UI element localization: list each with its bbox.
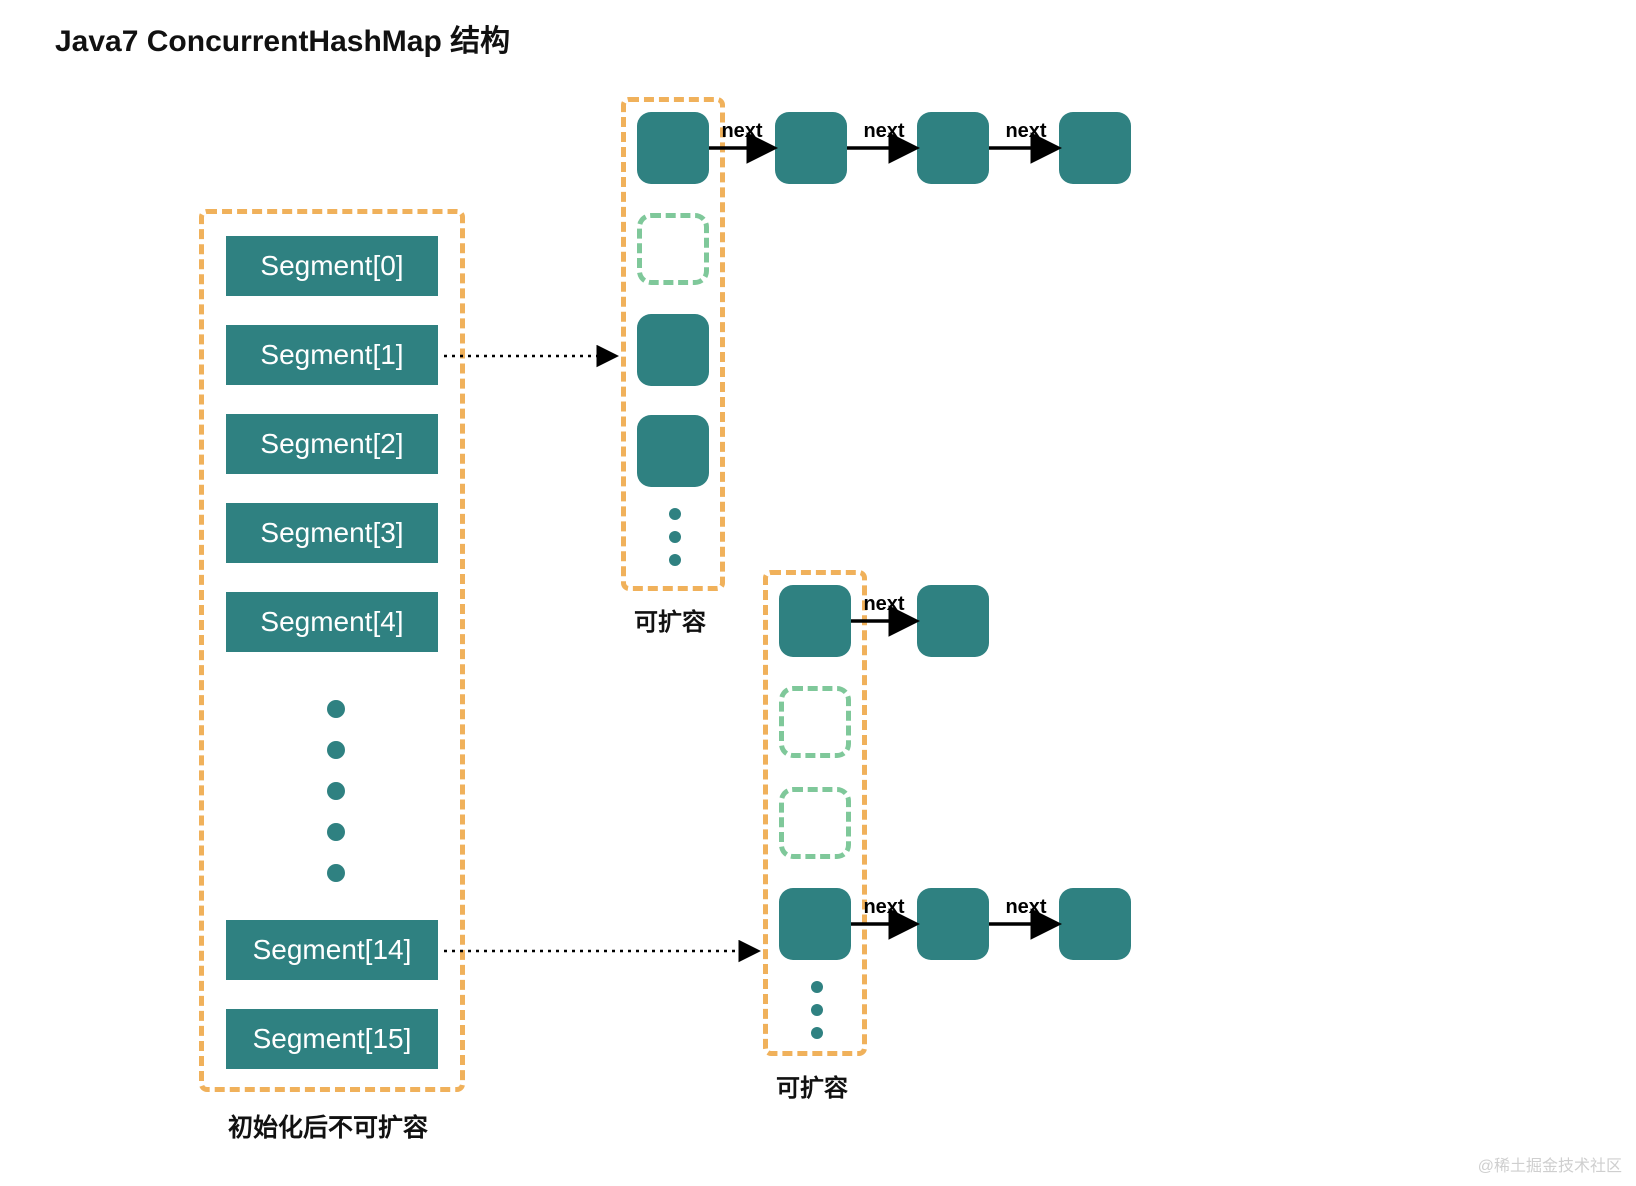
ellipsis-dot — [669, 508, 681, 520]
ellipsis-dot — [327, 782, 345, 800]
segment-5: Segment[14] — [226, 920, 438, 980]
ellipsis-dot — [327, 864, 345, 882]
b2-empty-node-2 — [779, 787, 851, 859]
next-label: next — [998, 120, 1054, 143]
next-label: next — [998, 896, 1054, 919]
chain3-node-1 — [1059, 888, 1131, 960]
chain1-node-0 — [775, 112, 847, 184]
segment-caption: 初始化后不可扩容 — [228, 1108, 428, 1144]
next-label: next — [856, 593, 912, 616]
segment-3: Segment[3] — [226, 503, 438, 563]
chain1-node-2 — [1059, 112, 1131, 184]
b2-empty-node-1 — [779, 686, 851, 758]
b1-empty-node-1 — [637, 213, 709, 285]
ellipsis-dot — [811, 1004, 823, 1016]
diagram-canvas: Java7 ConcurrentHashMap 结构 Segment[0] Seg… — [0, 0, 1636, 1186]
b2-node-3 — [779, 888, 851, 960]
diagram-title: Java7 ConcurrentHashMap 结构 — [55, 16, 510, 60]
ellipsis-dot — [811, 1027, 823, 1039]
next-label: next — [856, 120, 912, 143]
ellipsis-dot — [327, 700, 345, 718]
ellipsis-dot — [327, 823, 345, 841]
ellipsis-dot — [811, 981, 823, 993]
bucket2-caption: 可扩容 — [776, 1068, 848, 1103]
segment-6: Segment[15] — [226, 1009, 438, 1069]
segment-0: Segment[0] — [226, 236, 438, 296]
b2-node-0 — [779, 585, 851, 657]
segment-1: Segment[1] — [226, 325, 438, 385]
ellipsis-dot — [669, 531, 681, 543]
segment-4: Segment[4] — [226, 592, 438, 652]
chain2-node-0 — [917, 585, 989, 657]
ellipsis-dot — [327, 741, 345, 759]
b1-node-0 — [637, 112, 709, 184]
b1-node-3 — [637, 415, 709, 487]
chain1-node-1 — [917, 112, 989, 184]
next-label: next — [714, 120, 770, 143]
next-label: next — [856, 896, 912, 919]
segment-2: Segment[2] — [226, 414, 438, 474]
b1-node-2 — [637, 314, 709, 386]
ellipsis-dot — [669, 554, 681, 566]
watermark: @稀土掘金技术社区 — [1478, 1152, 1622, 1176]
chain3-node-0 — [917, 888, 989, 960]
bucket1-caption: 可扩容 — [634, 602, 706, 637]
